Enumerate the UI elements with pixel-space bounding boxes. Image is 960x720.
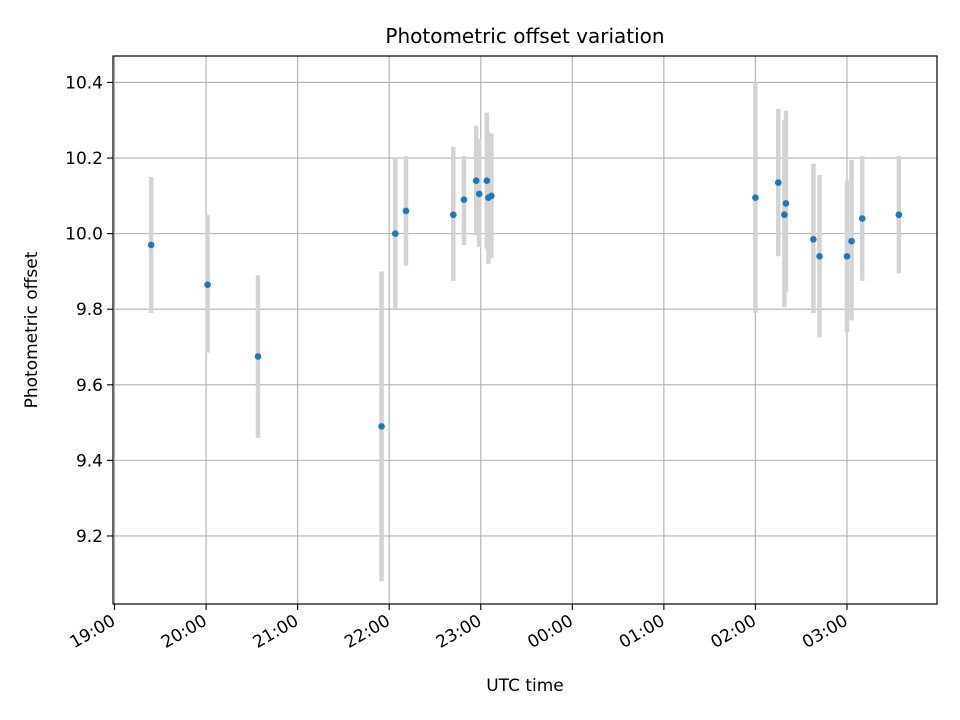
data-point bbox=[147, 241, 155, 249]
x-axis-title: UTC time bbox=[486, 676, 564, 696]
data-point bbox=[472, 177, 480, 185]
data-point bbox=[895, 211, 903, 219]
data-point bbox=[843, 253, 851, 260]
data-point bbox=[752, 194, 759, 202]
data-point bbox=[781, 211, 788, 219]
plot-area-frame bbox=[112, 55, 938, 605]
data-point bbox=[254, 353, 262, 360]
y-tick-label: 10.2 bbox=[65, 149, 103, 169]
y-tick-label: 9.2 bbox=[76, 527, 103, 547]
data-point bbox=[848, 237, 855, 245]
data-point bbox=[782, 200, 790, 207]
data-point bbox=[449, 211, 457, 219]
data-point bbox=[816, 253, 823, 260]
y-tick-label: 9.6 bbox=[76, 376, 103, 396]
data-point bbox=[402, 207, 410, 215]
data-point bbox=[858, 215, 866, 222]
data-point bbox=[460, 196, 468, 203]
grid bbox=[113, 56, 937, 604]
data-point bbox=[488, 192, 495, 200]
y-tick-label: 9.4 bbox=[76, 451, 103, 471]
y-tick-label: 9.8 bbox=[76, 300, 103, 320]
y-tick-label: 10.4 bbox=[65, 73, 103, 93]
y-axis-title: Photometric offset bbox=[22, 251, 42, 408]
data-point bbox=[204, 281, 211, 288]
data-point bbox=[475, 190, 483, 198]
data-points bbox=[147, 177, 903, 430]
y-tick-label: 10.0 bbox=[65, 225, 103, 245]
data-point bbox=[391, 230, 399, 237]
data-point bbox=[775, 179, 782, 186]
data-point bbox=[378, 423, 385, 430]
chart-title: Photometric offset variation bbox=[385, 24, 664, 48]
data-point bbox=[810, 235, 817, 243]
y-axis: 9.2 9.4 9.6 9.8 10.0 10.2 10.4 bbox=[65, 73, 113, 547]
data-point bbox=[483, 177, 491, 185]
